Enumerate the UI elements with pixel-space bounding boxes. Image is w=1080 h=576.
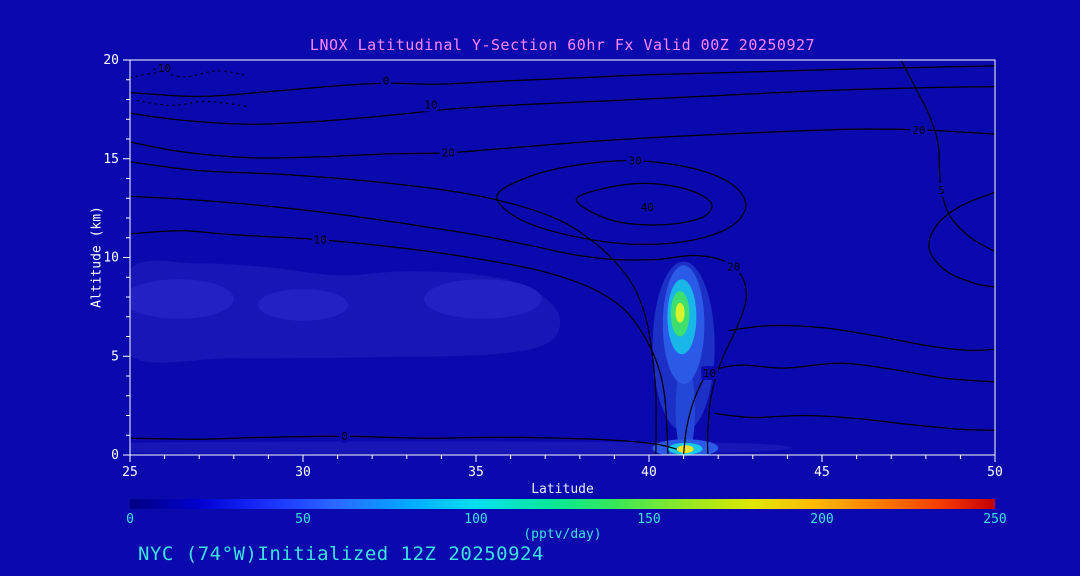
y-tick-label: 15 [103,152,119,167]
y-tick-label: 20 [103,53,119,68]
colorbar-tick-labels: 0 50 100 150 200 250 [126,512,1007,527]
contour-label: 20 [727,260,740,273]
contour-line [130,195,747,455]
contour-lines [130,60,995,455]
y-axis-label: Altitude (km) [89,206,105,308]
y-tick-label: 10 [103,251,119,266]
fill-region [130,441,792,454]
contour-line [575,182,713,226]
contour-line [130,435,677,450]
contour-label: 20 [442,146,455,159]
contour-line [130,65,995,98]
x-tick-label: 40 [641,465,657,480]
contour-label: 0 [383,75,390,88]
x-tick-label: 35 [468,465,484,480]
fill-region [675,302,685,323]
contour-line [130,86,995,125]
contour-line [682,362,995,455]
x-tick-label: 25 [122,465,138,480]
y-tick-label: 0 [111,448,119,463]
fill-region [258,289,348,321]
contour-label: 30 [629,155,642,168]
x-tick-label: 45 [814,465,830,480]
contour-label: 10 [703,367,716,380]
contour-line [714,412,995,431]
fill-region [424,279,542,319]
colorbar-tick-label: 150 [637,512,660,527]
x-axis-label: Latitude [531,482,594,497]
contour-label: 10 [314,233,327,246]
contour-label: -10 [151,62,171,75]
run-info-annotation: NYC (74°W)Initialized 12Z 20250924 [138,543,544,565]
contour-line [901,60,995,253]
colorbar-tick-label: 200 [810,512,833,527]
contour-line [130,70,245,79]
contour-line [136,99,248,108]
fill-region [677,445,694,454]
contour-line [130,161,657,455]
colorbar-tick-label: 0 [126,512,134,527]
fill-region [675,362,695,455]
contour-label: 5 [938,184,945,197]
contour-line [728,324,995,352]
contour-line [130,230,669,455]
fill-region [130,279,234,319]
colorbar [130,499,995,509]
contour-label: 20 [912,124,925,137]
colorbar-units-label: (pptv/day) [523,527,602,542]
axes [123,59,996,462]
chart-title: LNOX Latitudinal Y-Section 60hr Fx Valid… [309,36,816,54]
colorbar-tick-label: 50 [295,512,311,527]
x-tick-label: 50 [987,465,1003,480]
contour-label: 0 [341,430,348,443]
contour-label: 10 [424,98,437,111]
colorbar-tick-label: 100 [464,512,487,527]
colorbar-tick-label: 250 [983,512,1006,527]
y-tick-label: 5 [111,349,119,364]
plot-border [129,59,996,456]
contour-line [928,191,995,288]
fill-regions [130,260,792,455]
x-tick-label: 30 [295,465,311,480]
contour-line [496,160,747,245]
contour-line [130,128,995,159]
contour-label: 40 [641,201,654,214]
